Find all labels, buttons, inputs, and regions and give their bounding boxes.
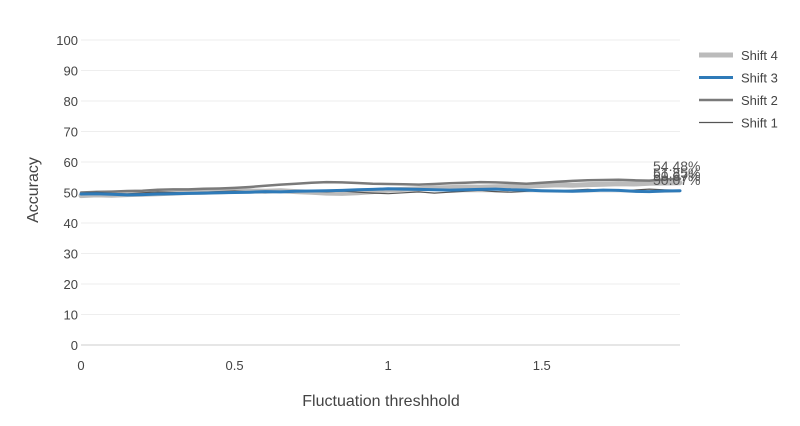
y-tick-label: 60: [64, 155, 78, 170]
y-tick-label: 70: [64, 125, 78, 140]
y-tick-label: 90: [64, 64, 78, 79]
end-label-shift-3: 50.67%: [653, 168, 700, 184]
gridlines: [81, 39, 680, 315]
y-tick-label: 50: [64, 186, 78, 201]
x-axis-title: Fluctuation threshhold: [302, 393, 459, 410]
y-axis-ticks: 0 10 20 30 40 50 60 70 80 90 100: [56, 33, 78, 353]
end-label-shift-2: 54.48%: [653, 158, 700, 174]
x-tick-label: 1: [385, 358, 392, 373]
x-tick-label: 1.5: [533, 358, 551, 373]
series-line-shift-2[interactable]: [79, 177, 682, 194]
legend-item-shift-3[interactable]: Shift 3: [699, 71, 778, 86]
legend-label: Shift 4: [741, 48, 778, 63]
end-label-shift-4: 51.85%: [653, 165, 700, 181]
y-tick-label: 40: [64, 216, 78, 231]
legend-label: Shift 2: [741, 93, 778, 108]
end-label-shift-1: 50.07%: [653, 172, 700, 188]
y-tick-label: 0: [71, 338, 78, 353]
y-axis-title: Accuracy: [25, 157, 42, 223]
x-tick-label: 0: [77, 358, 84, 373]
legend[interactable]: Shift 4 Shift 3 Shift 2 Shift 1: [699, 48, 778, 131]
legend-item-shift-1[interactable]: Shift 1: [699, 116, 778, 131]
legend-label: Shift 1: [741, 116, 778, 131]
y-tick-label: 30: [64, 247, 78, 262]
x-tick-label: 0.5: [226, 358, 244, 373]
y-tick-label: 100: [56, 33, 78, 48]
legend-label: Shift 3: [741, 71, 778, 86]
y-tick-label: 10: [64, 308, 78, 323]
y-tick-label: 80: [64, 94, 78, 109]
series-line-shift-3[interactable]: [79, 187, 682, 197]
series-lines: [78, 177, 683, 199]
x-axis-ticks: 0 0.5 1 1.5: [77, 358, 550, 373]
legend-item-shift-2[interactable]: Shift 2: [699, 93, 778, 108]
series-end-labels: 51.85%50.67%54.48%50.07%: [653, 158, 700, 188]
legend-item-shift-4[interactable]: Shift 4: [699, 48, 778, 63]
y-tick-label: 20: [64, 277, 78, 292]
